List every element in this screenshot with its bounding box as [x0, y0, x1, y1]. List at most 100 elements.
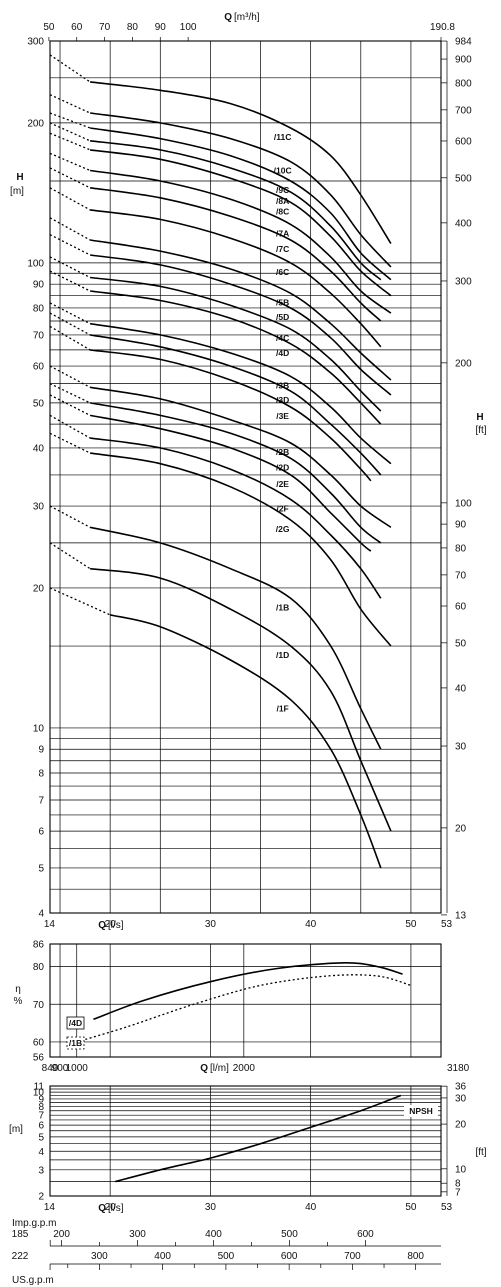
- curve-label: /1D: [276, 650, 289, 660]
- head-curve-11C: [90, 81, 392, 245]
- flow-m3h-axis-unit: [m³/h]: [234, 12, 260, 23]
- head-curve-extension: [49, 325, 91, 351]
- head-ft-tick-label: 800: [455, 78, 472, 89]
- curve-label: /6C: [276, 267, 289, 277]
- efficiency-x-tick-label: 1000: [66, 1063, 89, 1074]
- head-ft-tick-label: 90: [455, 520, 467, 531]
- curve-label: /3B: [276, 380, 289, 390]
- head-tick-label: 40: [33, 443, 45, 454]
- npsh-ft-tick-label: 36: [455, 1082, 467, 1093]
- head-tick-label: 10: [33, 723, 45, 734]
- head-ft-tick-label: 40: [455, 683, 467, 694]
- head-tick-label: 20: [33, 583, 45, 594]
- head-ft-tick-label: 300: [455, 276, 472, 287]
- head-curve-extension: [49, 270, 91, 292]
- efficiency-tick-label: 80: [33, 962, 45, 973]
- curve-label: /11C: [274, 132, 292, 142]
- flow-m3h-axis-title: Q: [224, 12, 232, 23]
- npsh-ft-tick-label: 30: [455, 1093, 467, 1104]
- curve-label: /2F: [276, 503, 288, 513]
- us-gpm-tick-label: 800: [407, 1251, 424, 1262]
- head-tick-label: 7: [38, 795, 44, 806]
- efficiency-x-tick-label: 3180: [447, 1063, 470, 1074]
- head-ft-axis-title: H: [476, 412, 483, 423]
- flow-tick-label: 50: [405, 919, 417, 930]
- efficiency-tick-label: 70: [33, 1000, 45, 1011]
- head-tick-label: 80: [33, 303, 45, 314]
- head-curve-3D: [89, 334, 382, 476]
- curve-label: /7A: [276, 228, 289, 238]
- npsh-label: NPSH: [409, 1106, 433, 1116]
- head-ft-tick-label: 400: [455, 218, 472, 229]
- head-curve-1F: [110, 614, 382, 869]
- head-ft-tick-label: 700: [455, 105, 472, 116]
- efficiency-curve-4D: [93, 961, 403, 1021]
- head-curve-extension: [49, 302, 91, 325]
- head-curve-8A: [89, 140, 382, 281]
- efficiency-x-tick-label: 2000: [233, 1063, 256, 1074]
- curve-label: /2G: [276, 524, 290, 534]
- npsh-flow-tick-label: 40: [305, 1202, 317, 1213]
- head-curve-extension: [49, 432, 91, 454]
- us-gpm-axis-title: US.g.p.m: [12, 1275, 54, 1286]
- npsh-flow-tick-label: 53: [441, 1202, 453, 1213]
- head-curve-2D: [89, 402, 382, 544]
- head-ft-tick-label: 30: [455, 742, 467, 753]
- npsh-flow-tick-label: 20: [105, 1202, 117, 1213]
- curve-label: /7C: [276, 244, 289, 254]
- npsh-flow-tick-label: 14: [44, 1202, 56, 1213]
- head-tick-label: 6: [38, 827, 44, 838]
- efficiency-legend-box: [66, 1016, 85, 1030]
- head-curve-extension: [49, 414, 91, 439]
- head-ft-tick-label: 500: [455, 173, 472, 184]
- head-ft-tick-label: 100: [455, 498, 472, 509]
- imp-gpm-axis-title: Imp.g.p.m: [12, 1218, 56, 1229]
- flow-tick-label: 14: [44, 919, 56, 930]
- head-ft-tick-label: 50: [455, 638, 467, 649]
- flow-m3h-tick-label: 70: [99, 22, 111, 33]
- efficiency-x-axis-title: Q: [200, 1063, 208, 1074]
- head-curve-1B: [89, 526, 382, 750]
- head-curve-6C: [89, 209, 382, 348]
- curve-label: /2E: [276, 479, 289, 489]
- head-curve-extension: [49, 112, 91, 129]
- head-axis-unit: [m]: [10, 186, 24, 197]
- head-curve-extension: [49, 587, 111, 616]
- head-curve-extension: [49, 217, 91, 241]
- head-curve-5B: [89, 239, 392, 381]
- head-ft-axis-unit: [ft]: [475, 425, 486, 436]
- flow-tick-label: 40: [305, 919, 317, 930]
- head-tick-label: 100: [27, 258, 44, 269]
- efficiency-tick-label: 60: [33, 1037, 45, 1048]
- head-tick-label: 4: [38, 909, 44, 920]
- head-curve-4D: [89, 290, 382, 425]
- flow-tick-label: 30: [205, 919, 217, 930]
- flow-m3h-tick-label: 50: [43, 22, 55, 33]
- curve-label: /1B: [276, 602, 289, 612]
- imp-gpm-tick-label: 400: [205, 1229, 222, 1240]
- imp-gpm-tick-label: 185: [12, 1229, 29, 1240]
- head-tick-label: 70: [33, 330, 45, 341]
- imp-gpm-tick-label: 600: [357, 1229, 374, 1240]
- head-curve-extension: [49, 94, 91, 114]
- npsh-tick-label: 11: [34, 1082, 45, 1093]
- efficiency-x-axis-unit: [l/m]: [210, 1063, 229, 1074]
- head-curve-8C: [89, 149, 392, 297]
- flow-m3h-tick-label: 80: [127, 22, 139, 33]
- head-curve-extension: [49, 187, 91, 211]
- npsh-ft-axis-unit: [ft]: [475, 1147, 486, 1158]
- curve-label: /8C: [276, 206, 289, 216]
- efficiency-panel-frame: [49, 943, 442, 1058]
- efficiency-x-tick-label: 900: [52, 1063, 69, 1074]
- efficiency-tick-label: 56: [33, 1053, 45, 1064]
- curve-label: /3D: [276, 395, 289, 405]
- head-curve-extension: [49, 132, 91, 151]
- head-ft-tick-label: 200: [455, 358, 472, 369]
- us-gpm-tick-label: 300: [91, 1251, 108, 1262]
- npsh-ft-tick-label: 8: [455, 1179, 461, 1190]
- npsh-tick-label: 5: [38, 1132, 44, 1143]
- head-curve-2G: [89, 452, 392, 647]
- efficiency-tick-label: 86: [33, 940, 45, 951]
- head-curve-extension: [49, 542, 91, 570]
- curve-label: /1F: [276, 704, 288, 714]
